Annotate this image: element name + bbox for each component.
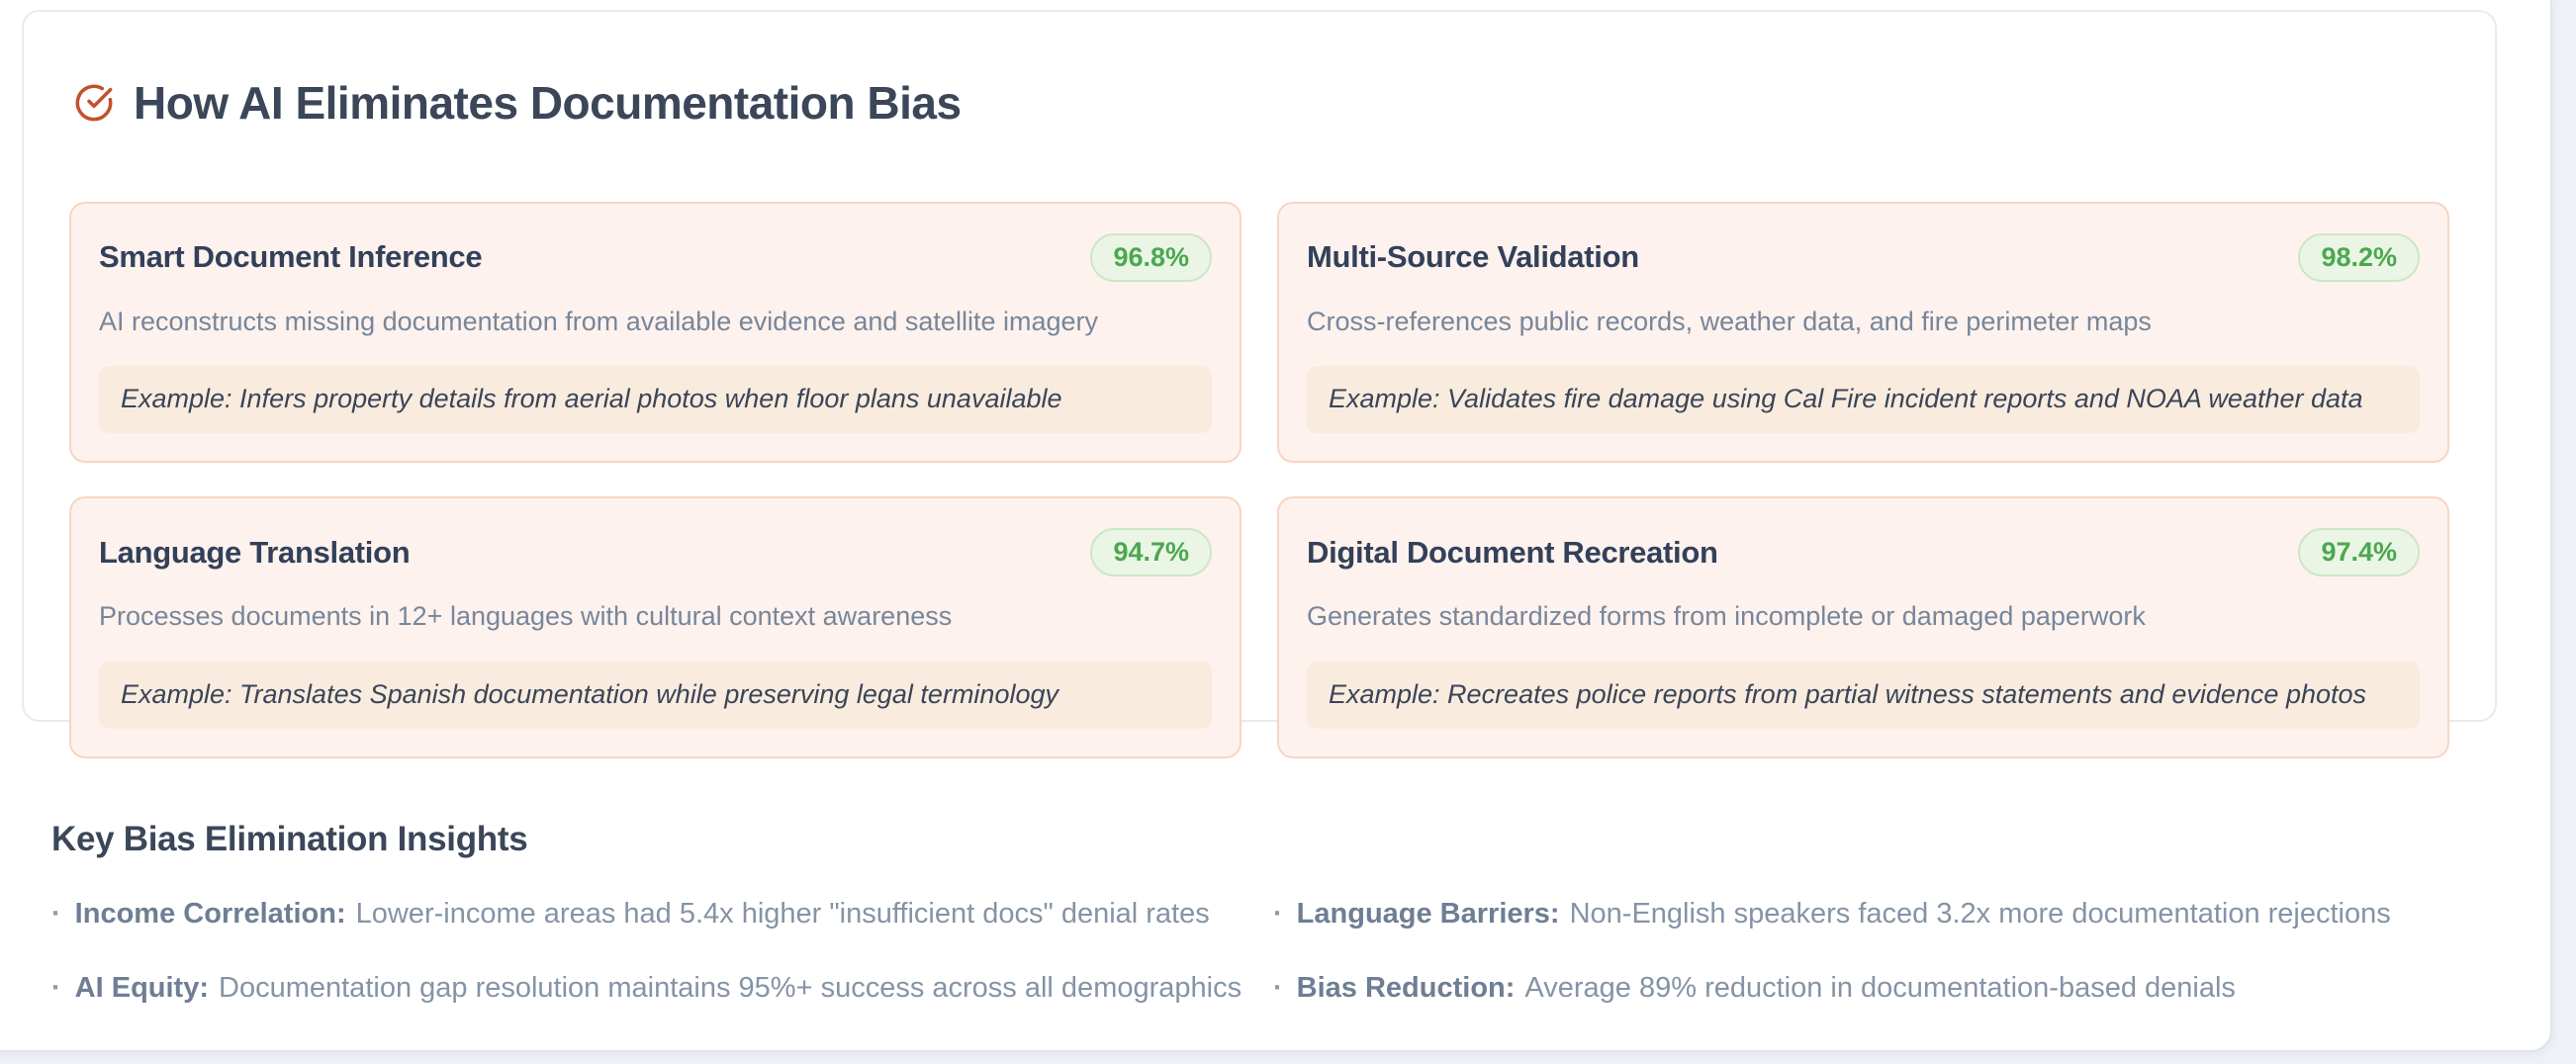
accuracy-badge: 98.2% xyxy=(2298,232,2420,282)
bullet-dot: · xyxy=(51,971,61,1004)
check-circle-icon xyxy=(75,84,113,122)
capability-cards-grid: Smart Document Inference 96.8% AI recons… xyxy=(69,201,2449,758)
capability-description: Generates standardized forms from incomp… xyxy=(1307,601,2146,632)
accuracy-badge: 94.7% xyxy=(1090,528,1212,577)
insights-grid: · Income Correlation: Lower-income areas … xyxy=(51,897,2465,1006)
accuracy-badge: 97.4% xyxy=(2298,528,2420,577)
insight-text: Lower-income areas had 5.4x higher "insu… xyxy=(355,898,1210,931)
section-header: How AI Eliminates Documentation Bias xyxy=(74,49,2449,156)
key-insights-section: Key Bias Elimination Insights · Income C… xyxy=(51,791,2465,1006)
capability-card-smart-document-inference: Smart Document Inference 96.8% AI recons… xyxy=(69,201,1242,464)
capability-card-header: Digital Document Recreation 97.4% xyxy=(1307,528,2420,577)
capability-example: Example: Translates Spanish documentatio… xyxy=(99,661,1212,729)
capability-description: Cross-references public records, weather… xyxy=(1307,306,2152,336)
insight-text: Documentation gap resolution maintains 9… xyxy=(219,971,1242,1004)
capability-name: Language Translation xyxy=(99,534,411,570)
accuracy-badge: 96.8% xyxy=(1090,232,1212,282)
insights-heading: Key Bias Elimination Insights xyxy=(51,820,528,859)
capability-card-digital-document-recreation: Digital Document Recreation 97.4% Genera… xyxy=(1277,496,2449,758)
capability-description: Processes documents in 12+ languages wit… xyxy=(99,601,953,632)
capability-card-language-translation: Language Translation 94.7% Processes doc… xyxy=(69,496,1242,758)
insight-income-correlation: · Income Correlation: Lower-income areas … xyxy=(51,897,1273,931)
bullet-dot: · xyxy=(1273,898,1283,931)
insight-ai-equity: · AI Equity: Documentation gap resolution… xyxy=(51,971,1273,1006)
bullet-dot: · xyxy=(51,898,61,931)
insight-text: Average 89% reduction in documentation-b… xyxy=(1524,971,2236,1004)
capability-description: AI reconstructs missing documentation fr… xyxy=(99,306,1098,336)
insight-language-barriers: · Language Barriers: Non-English speakers… xyxy=(1273,897,2465,931)
capability-name: Digital Document Recreation xyxy=(1307,534,1718,570)
insight-label: Income Correlation: xyxy=(74,898,346,931)
capability-example: Example: Validates fire damage using Cal… xyxy=(1307,366,2420,434)
bullet-dot: · xyxy=(1273,971,1283,1004)
capability-card-header: Multi-Source Validation 98.2% xyxy=(1307,232,2420,282)
capability-example: Example: Recreates police reports from p… xyxy=(1307,661,2420,729)
content-panel: How AI Eliminates Documentation Bias Sma… xyxy=(0,0,2552,1052)
capability-card-header: Language Translation 94.7% xyxy=(99,528,1212,577)
capability-card-multi-source-validation: Multi-Source Validation 98.2% Cross-refe… xyxy=(1277,201,2449,464)
capability-card-header: Smart Document Inference 96.8% xyxy=(99,232,1212,282)
capability-example: Example: Infers property details from ae… xyxy=(99,366,1212,434)
ai-bias-elimination-card: How AI Eliminates Documentation Bias Sma… xyxy=(22,10,2497,758)
capability-name: Smart Document Inference xyxy=(99,239,483,275)
capability-name: Multi-Source Validation xyxy=(1307,239,1639,275)
insight-label: Bias Reduction: xyxy=(1296,971,1516,1004)
insight-text: Non-English speakers faced 3.2x more doc… xyxy=(1569,898,2391,931)
insight-bias-reduction: · Bias Reduction: Average 89% reduction i… xyxy=(1273,971,2465,1006)
insight-label: AI Equity: xyxy=(74,971,210,1004)
page-title: How AI Eliminates Documentation Bias xyxy=(134,76,962,129)
insight-label: Language Barriers: xyxy=(1296,898,1560,931)
